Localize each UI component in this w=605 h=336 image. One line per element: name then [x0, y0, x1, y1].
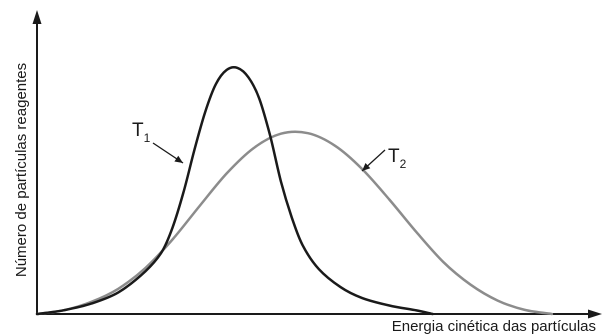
- y-axis-label: Número de partículas reagentes: [13, 63, 30, 277]
- curve-label-subscript: 2: [400, 157, 407, 171]
- curve-label-text: T1: [132, 120, 151, 145]
- curve-label-t2: T2: [361, 146, 407, 172]
- curve-label-subscript: 1: [144, 131, 151, 145]
- curve-label-text: T2: [388, 146, 407, 171]
- curve-label-t1: T1: [132, 120, 184, 164]
- x-axis-label: Energia cinética das partículas: [392, 318, 596, 335]
- y-axis-arrow: [32, 10, 42, 24]
- axes: [32, 10, 602, 319]
- curve-label-arrowhead: [174, 155, 183, 163]
- curve-label-arrowhead: [362, 163, 371, 171]
- series-line-t2: [35, 130, 554, 316]
- curves: [35, 66, 554, 316]
- series-line-t1: [35, 66, 434, 316]
- x-axis-arrow: [588, 309, 602, 319]
